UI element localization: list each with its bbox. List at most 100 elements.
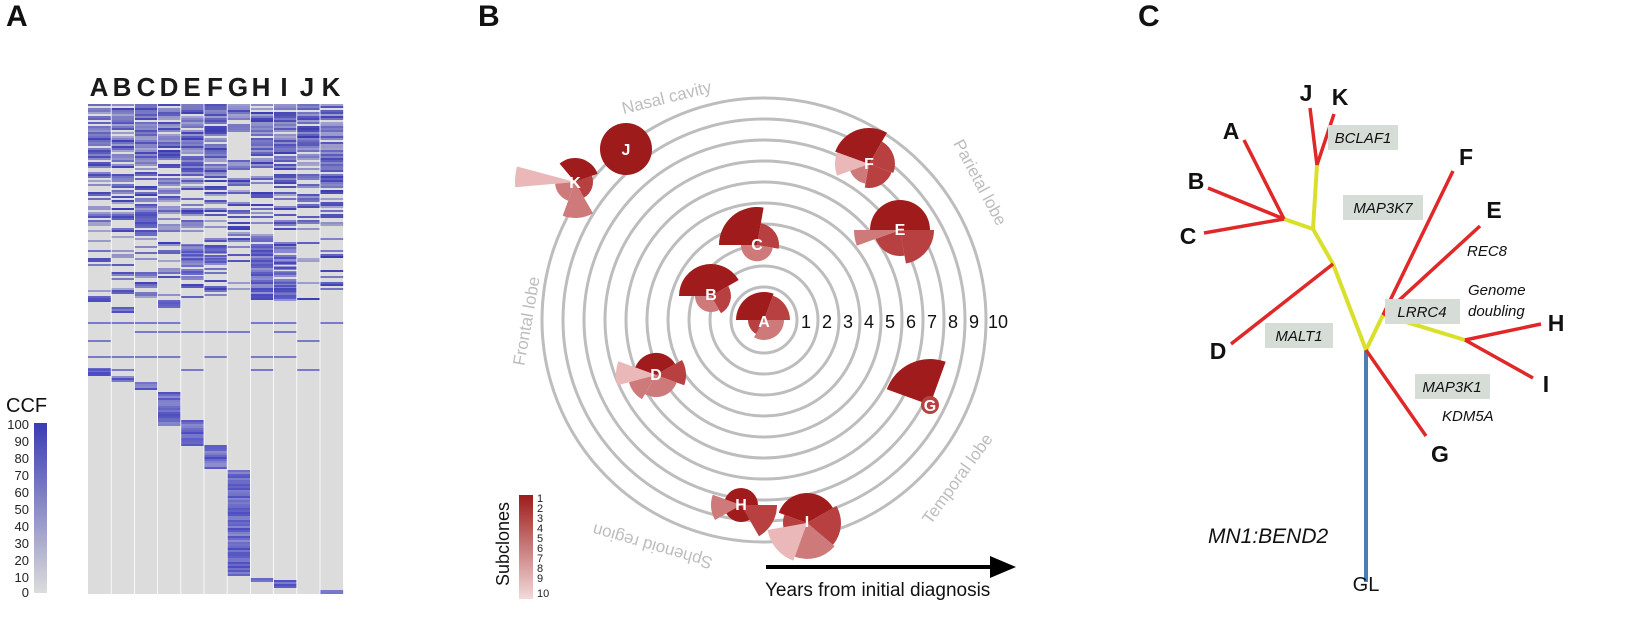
ccf-tick: 100 — [7, 417, 29, 432]
branch — [1315, 113, 1336, 166]
heatmap-cell — [320, 154, 344, 156]
heatmap-cell — [111, 122, 135, 124]
heatmap-cell — [320, 322, 344, 324]
heatmap-cell — [250, 104, 274, 106]
heatmap-cell — [204, 130, 228, 132]
clone-petal — [562, 182, 593, 218]
heatmap-cell — [250, 322, 274, 324]
heatmap-cell — [273, 224, 297, 226]
heatmap-cell — [157, 398, 181, 400]
heatmap-cell — [204, 174, 228, 176]
clone-label-b: B — [705, 287, 717, 304]
column-label-g: G — [228, 72, 248, 102]
heatmap-cell — [204, 132, 228, 134]
heatmap-cell — [157, 156, 181, 158]
ring-number: 8 — [948, 312, 958, 332]
clone-label-d: D — [650, 367, 662, 384]
column-label-k: K — [322, 72, 341, 102]
heatmap-cell — [250, 208, 274, 210]
heatmap-cell — [111, 136, 135, 138]
heatmap-cell — [204, 288, 228, 290]
heatmap-cell — [157, 406, 181, 408]
clone-petal — [711, 286, 731, 314]
heatmap-cell — [204, 247, 228, 249]
heatmap-cell — [250, 114, 274, 116]
heatmap-cell — [88, 220, 112, 222]
heatmap-cell — [88, 176, 112, 178]
heatmap-cell — [88, 356, 112, 358]
heatmap-cell — [180, 428, 204, 430]
heatmap-cell — [273, 281, 297, 283]
heatmap-cell — [134, 152, 158, 154]
heatmap-cell — [111, 200, 135, 202]
heatmap-cell — [227, 104, 251, 106]
heatmap-cell — [227, 472, 251, 474]
heatmap-cell — [180, 152, 204, 154]
heatmap-cell — [250, 182, 274, 184]
heatmap-cell — [227, 504, 251, 506]
heatmap-cell — [88, 164, 112, 166]
heatmap-cell — [273, 293, 297, 295]
heatmap-cell — [250, 176, 274, 178]
heatmap-cell — [227, 240, 251, 242]
heatmap-cell — [320, 202, 344, 204]
heatmap-cell — [273, 112, 297, 114]
heatmap-cell — [204, 251, 228, 253]
heatmap-cell — [296, 154, 320, 156]
heatmap-cell — [134, 104, 158, 106]
heatmap-cell — [204, 186, 228, 188]
clone-petal — [835, 127, 887, 164]
heatmap-cell — [157, 272, 181, 274]
heatmap-cell — [227, 182, 251, 184]
heatmap-cell — [250, 580, 274, 582]
heatmap-cell — [157, 174, 181, 176]
heatmap-cell — [296, 196, 320, 198]
heatmap-cell — [204, 272, 228, 274]
heatmap-cell — [111, 230, 135, 232]
heatmap-cell — [180, 251, 204, 253]
year-ring — [645, 201, 883, 439]
heatmap-cell — [157, 124, 181, 126]
heatmap-cell — [88, 240, 112, 242]
heatmap-cell — [157, 138, 181, 140]
heatmap-cell — [273, 144, 297, 146]
heatmap-cell — [157, 114, 181, 116]
heatmap-cell — [134, 164, 158, 166]
heatmap-cell — [250, 108, 274, 110]
heatmap-cell — [227, 331, 251, 333]
heatmap-cell — [227, 260, 251, 262]
heatmap-cell — [250, 294, 274, 296]
gene-box — [1343, 195, 1423, 220]
heatmap-cell — [250, 274, 274, 276]
heatmap-cell — [204, 128, 228, 130]
heatmap-cell — [250, 116, 274, 118]
heatmap-cell — [204, 449, 228, 451]
heatmap-cell — [320, 250, 344, 252]
heatmap-cell — [134, 124, 158, 126]
heatmap-cell — [227, 572, 251, 574]
heatmap-cell — [180, 198, 204, 200]
heatmap-cell — [250, 236, 274, 238]
heatmap-cell — [157, 230, 181, 232]
heatmap-cell — [88, 212, 112, 214]
heatmap-cell — [111, 250, 135, 252]
heatmap-cell — [204, 261, 228, 263]
heatmap-cell — [180, 430, 204, 432]
heatmap-cell — [227, 506, 251, 508]
heatmap-cell — [204, 106, 228, 108]
heatmap-cell — [273, 198, 297, 200]
heatmap-cell — [273, 124, 297, 126]
heatmap-cell — [204, 455, 228, 457]
heatmap-cell — [88, 198, 112, 200]
heatmap-cell — [134, 276, 158, 278]
gene-label-map3k7: MAP3K7 — [1353, 200, 1413, 217]
heatmap-cell — [250, 112, 274, 114]
root-label-gl: GL — [1353, 574, 1380, 596]
clonal-fish-plot: Nasal cavity Parietal lobe Frontal lobe … — [493, 77, 1016, 601]
heatmap-cell — [88, 216, 112, 218]
heatmap-cell — [250, 160, 274, 162]
heatmap-cell — [111, 380, 135, 382]
heatmap-cell — [273, 271, 297, 273]
heatmap-cell — [227, 184, 251, 186]
heatmap-cell — [227, 128, 251, 130]
